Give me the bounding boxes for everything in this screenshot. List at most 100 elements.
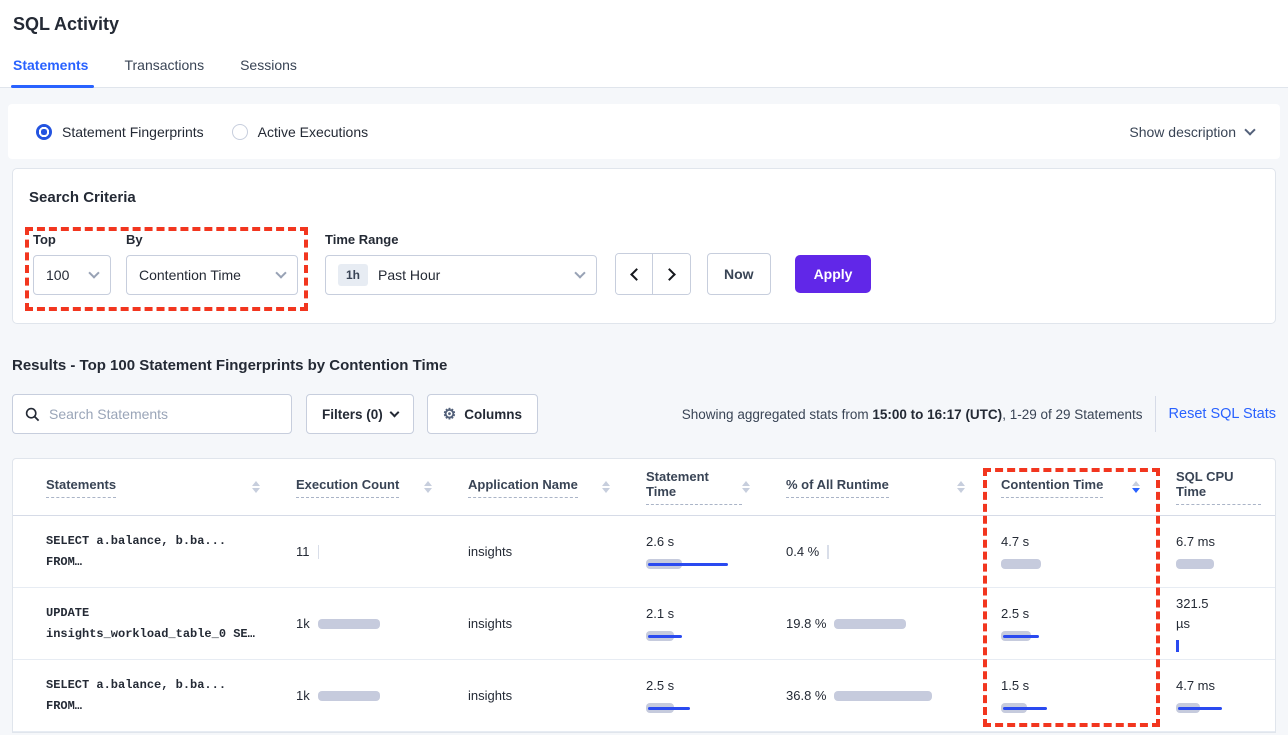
sort-toggle-icon[interactable] [957, 481, 965, 493]
statement-fingerprint-link[interactable]: SELECT a.balance, b.ba... FROM… [46, 533, 227, 569]
application-name-cell: insights [468, 616, 513, 631]
sort-desc-icon [1132, 488, 1140, 493]
cell-value: 1.5 s [1001, 677, 1030, 693]
sort-toggle-icon[interactable] [602, 481, 610, 493]
cell-value: 4.7 s [1001, 533, 1030, 549]
time-range-select[interactable]: 1h Past Hour [325, 255, 597, 295]
reset-sql-stats-link[interactable]: Reset SQL Stats [1168, 406, 1276, 422]
sort-asc-icon [742, 481, 750, 486]
cell-value: 1k [296, 687, 310, 703]
statement-fingerprint-link[interactable]: SELECT a.balance, b.ba... FROM… [46, 677, 227, 713]
sort-desc-icon [742, 488, 750, 493]
column-header-application-name[interactable]: Application Name [468, 477, 646, 498]
column-header-execution-count[interactable]: Execution Count [296, 477, 468, 498]
cell-value: 2.5 s [646, 677, 675, 693]
column-header--of-all-runtime[interactable]: % of All Runtime [786, 477, 1001, 498]
application-name-cell: insights [468, 544, 513, 559]
search-criteria-title: Search Criteria [29, 189, 136, 206]
cell-value: 11 [296, 543, 310, 559]
show-description-toggle[interactable]: Show description [1129, 123, 1256, 140]
filters-label: Filters (0) [322, 406, 383, 422]
column-header-statements[interactable]: Statements [46, 477, 296, 498]
radio-label: Active Executions [257, 123, 369, 140]
cell-value: 2.5 s [1001, 605, 1030, 621]
tab-statements[interactable]: Statements [10, 57, 95, 88]
chevron-down-icon [574, 267, 586, 279]
apply-button[interactable]: Apply [794, 255, 872, 293]
search-statements-box [12, 394, 292, 434]
now-button[interactable]: Now [707, 253, 771, 295]
time-range-prev-button[interactable] [616, 254, 653, 294]
chevron-right-icon [663, 267, 676, 281]
sort-toggle-icon[interactable] [1132, 481, 1140, 493]
radio-statement-fingerprints[interactable]: Statement Fingerprints [36, 123, 204, 140]
page-title: SQL Activity [13, 14, 120, 34]
stat-bar [1001, 629, 1039, 643]
sort-desc-icon [252, 488, 260, 493]
tab-transactions[interactable]: Transactions [124, 57, 205, 73]
view-toggle-strip: Statement Fingerprints Active Executions… [8, 104, 1280, 159]
stat-bar [646, 629, 682, 643]
top-select-value: 100 [46, 267, 70, 283]
column-header-label: Execution Count [296, 477, 400, 498]
chevron-down-icon [275, 267, 287, 279]
column-header-label: SQL CPU Time [1176, 469, 1261, 505]
top-select[interactable]: 100 [33, 255, 111, 295]
statement-time-cell: 2.1 s [646, 604, 786, 644]
cell-value: 2.1 s [646, 605, 675, 621]
search-statements-input[interactable] [49, 406, 279, 422]
column-header-contention-time[interactable]: Contention Time [1001, 477, 1176, 498]
table-row: UPDATE insights_workload_table_0 SE… 1k in… [13, 588, 1275, 660]
cell-value: 19.8 % [786, 615, 827, 631]
sql-cpu-time-cell: 6.7 ms [1176, 532, 1275, 572]
columns-button[interactable]: ⚙ Columns [426, 394, 538, 434]
column-header-sql-cpu-time[interactable]: SQL CPU Time [1176, 469, 1275, 505]
sql-cpu-time-cell: 4.7 ms [1176, 676, 1275, 716]
contention-time-cell: 2.5 s [1001, 604, 1176, 644]
sort-desc-icon [602, 488, 610, 493]
time-range-pager [615, 253, 691, 295]
column-header-statement-time[interactable]: Statement Time [646, 469, 786, 505]
stat-bar [646, 701, 690, 715]
search-criteria-card: Search Criteria Top 100 By Contention Ti… [12, 168, 1276, 324]
stat-bar [1001, 557, 1041, 571]
chevron-down-icon [1244, 123, 1256, 136]
execution-count-cell: 1k [296, 686, 468, 706]
show-description-label: Show description [1129, 123, 1236, 140]
cell-value: 6.7 ms [1176, 533, 1216, 549]
cell-value: 321.5 µs [1176, 596, 1209, 631]
sort-asc-icon [602, 481, 610, 486]
contention-time-cell: 1.5 s [1001, 676, 1176, 716]
table-row: SELECT a.balance, b.ba... FROM… 1k insight… [13, 660, 1275, 732]
stat-bar [827, 544, 831, 559]
sort-asc-icon [1132, 481, 1140, 486]
stat-bar [646, 557, 728, 571]
results-heading: Results - Top 100 Statement Fingerprints… [12, 357, 448, 374]
filters-button[interactable]: Filters (0) [306, 394, 414, 434]
sort-toggle-icon[interactable] [742, 481, 750, 493]
by-select-value: Contention Time [139, 267, 241, 283]
stat-bar [1176, 639, 1180, 653]
column-header-label: Application Name [468, 477, 578, 498]
statement-fingerprint-link[interactable]: UPDATE insights_workload_table_0 SE… [46, 605, 255, 641]
results-toolbar: Filters (0) ⚙ Columns Showing aggregated… [12, 394, 1276, 434]
columns-label: Columns [464, 406, 522, 422]
time-range-value: Past Hour [378, 267, 441, 283]
column-header-label: % of All Runtime [786, 477, 889, 498]
stat-bar [1176, 557, 1214, 571]
by-select[interactable]: Contention Time [126, 255, 298, 295]
time-range-label: Time Range [325, 232, 399, 247]
sql-cpu-time-cell: 321.5 µs [1176, 594, 1275, 653]
radio-selected-icon [36, 123, 52, 140]
cell-value: 4.7 ms [1176, 677, 1216, 693]
sort-toggle-icon[interactable] [252, 481, 260, 493]
cell-value: 0.4 % [786, 543, 820, 559]
radio-active-executions[interactable]: Active Executions [231, 123, 369, 140]
contention-time-cell: 4.7 s [1001, 532, 1176, 572]
cell-value: 36.8 % [786, 687, 827, 703]
sort-toggle-icon[interactable] [424, 481, 432, 493]
stat-bar [317, 617, 380, 631]
tab-sessions[interactable]: Sessions [240, 57, 297, 73]
time-range-next-button[interactable] [653, 254, 690, 294]
execution-count-cell: 1k [296, 614, 468, 634]
